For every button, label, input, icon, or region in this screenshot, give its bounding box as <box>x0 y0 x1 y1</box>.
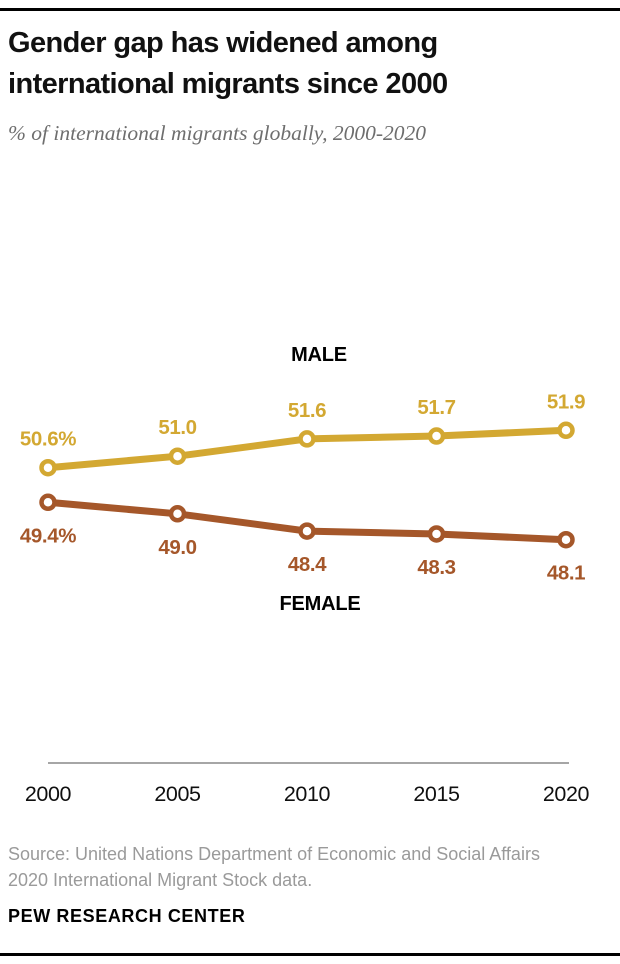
x-tick-label-2005: 2005 <box>154 782 201 806</box>
female-point-2000 <box>39 493 57 512</box>
male-point-2010 <box>298 430 316 448</box>
female-value-label-2005: 49.0 <box>158 536 196 559</box>
female-value-label-2010: 48.4 <box>288 553 327 576</box>
female-point-2010 <box>298 522 316 540</box>
bottom-rule <box>0 953 620 956</box>
male-point-2020 <box>557 421 575 440</box>
x-tick-label-2010: 2010 <box>284 782 331 806</box>
brand-pew-research-center: PEW RESEARCH CENTER <box>8 906 246 926</box>
male-value-label-2010: 51.6 <box>288 399 326 422</box>
chart-title: Gender gap has widened among internation… <box>8 27 448 101</box>
source-note: Source: United Nations Department of Eco… <box>8 844 540 891</box>
top-rule <box>0 8 620 11</box>
male-value-label-2020: 51.9 <box>547 390 585 413</box>
female-point-2020 <box>557 530 575 549</box>
female-value-label-2000: 49.4% <box>20 524 76 547</box>
x-tick-label-2000: 2000 <box>25 782 72 806</box>
male-point-2015 <box>427 427 446 445</box>
female-point-2015 <box>427 525 446 543</box>
male-value-label-2005: 51.0 <box>158 416 196 439</box>
series-label-female: FEMALE <box>279 593 360 615</box>
male-value-label-2015: 51.7 <box>417 396 455 419</box>
x-tick-label-2020: 2020 <box>543 782 590 806</box>
female-value-label-2020: 48.1 <box>547 562 585 585</box>
female-value-label-2015: 48.3 <box>417 556 455 579</box>
chart-subtitle: % of international migrants globally, 20… <box>8 121 427 145</box>
male-point-2000 <box>39 458 57 477</box>
male-point-2005 <box>168 447 187 465</box>
female-point-2005 <box>168 505 187 523</box>
series-label-male: MALE <box>291 344 347 366</box>
male-value-label-2000: 50.6% <box>20 428 76 451</box>
x-tick-label-2015: 2015 <box>413 782 460 806</box>
